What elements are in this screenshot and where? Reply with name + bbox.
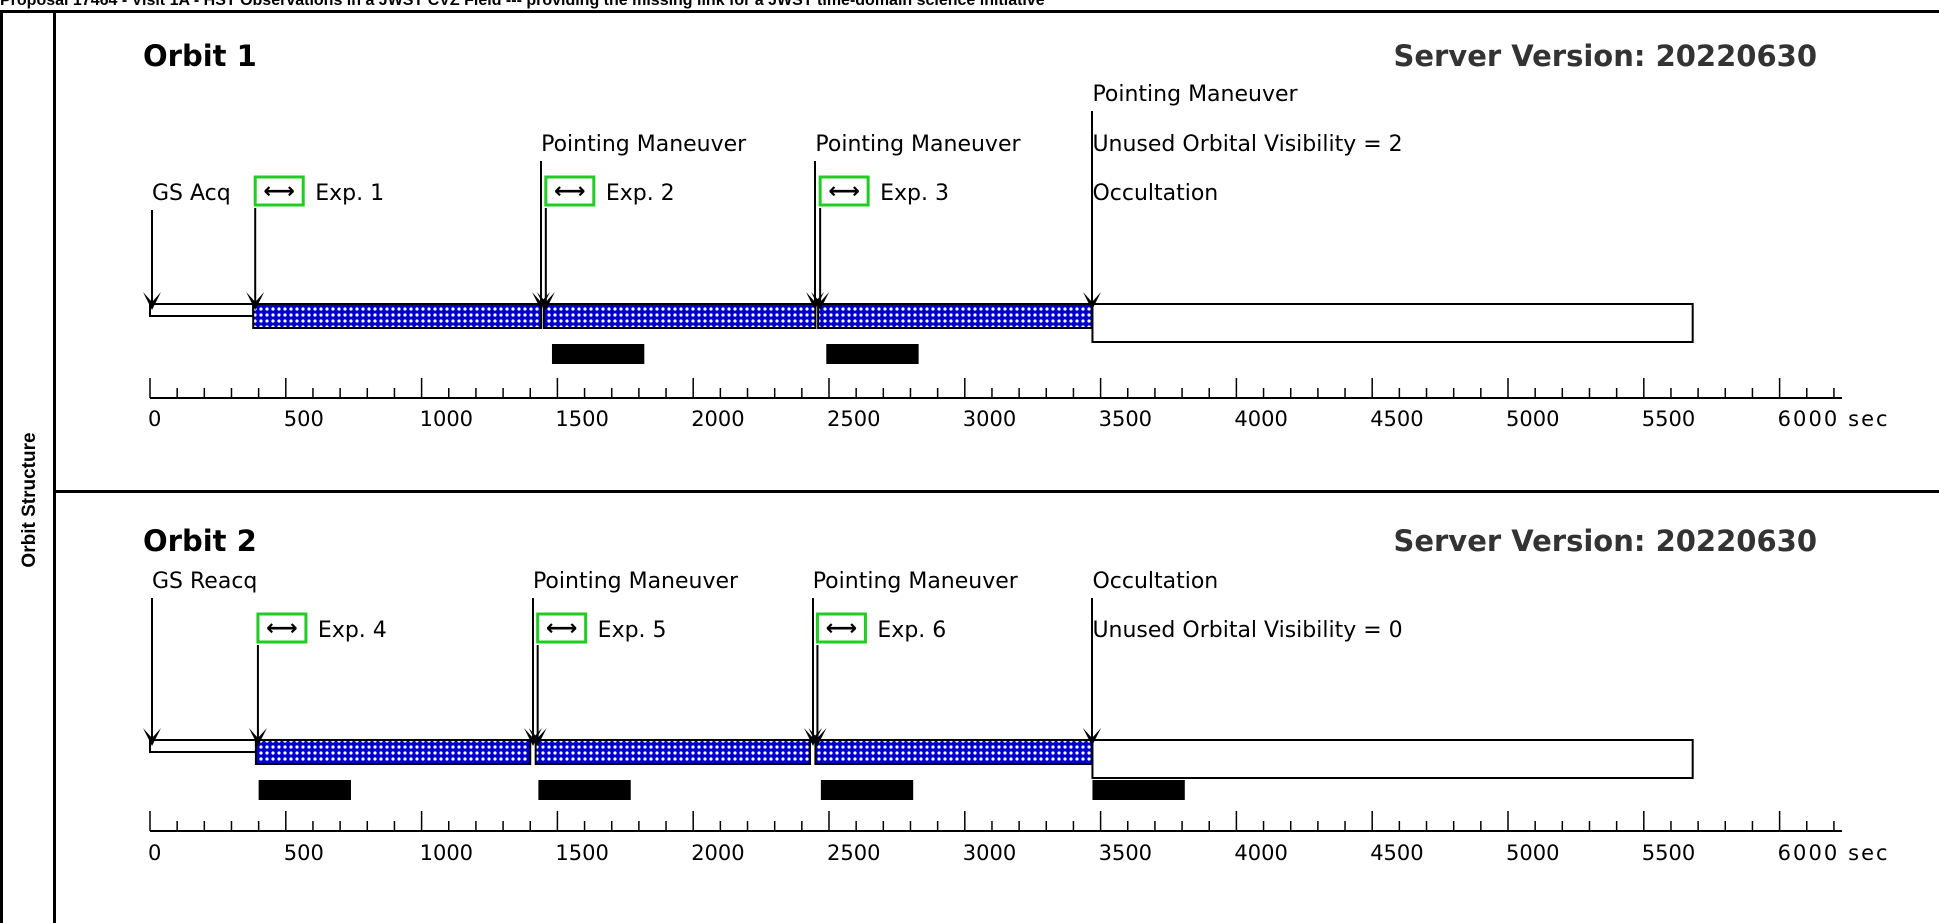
exposure-arrow-head — [811, 292, 830, 310]
exposure-icon-box — [818, 175, 870, 207]
server-version: Server Version: 20220630 — [1393, 39, 1817, 73]
exposure-icon-box — [536, 612, 588, 644]
exposure-icon-box — [253, 175, 305, 207]
segment-guide — [149, 303, 255, 317]
segment-occultation — [1091, 739, 1694, 779]
event-label: GS Acq — [152, 181, 231, 206]
segment-exposure — [252, 303, 543, 329]
side-column: Orbit Structure — [0, 10, 56, 923]
readout-bar — [551, 344, 645, 364]
tick-label: 1000 — [420, 407, 473, 431]
readout-bar — [1092, 780, 1185, 800]
event-label: Pointing Maneuver — [541, 132, 747, 157]
event-arrow-head — [806, 292, 824, 310]
expand-arrows-icon: ⟷ — [554, 179, 586, 204]
exposure-icon-box — [256, 612, 308, 644]
event-arrow-head — [524, 728, 542, 746]
tick-label: 4500 — [1370, 407, 1423, 431]
event-label: Pointing Maneuver — [813, 569, 1019, 594]
tick-label: 500 — [284, 841, 324, 865]
tick-label: 500 — [284, 407, 324, 431]
event-arrow-head — [532, 292, 550, 310]
readout-bar — [820, 780, 914, 800]
exposure-label: Exp. 4 — [318, 618, 387, 643]
tick-label: 1500 — [555, 407, 608, 431]
readout-bar — [826, 344, 919, 364]
event-arrow-head — [143, 728, 161, 746]
tick-label: 2000 — [691, 407, 744, 431]
tick-label: 4500 — [1370, 841, 1423, 865]
tick-label: 3500 — [1099, 407, 1152, 431]
tick-label: 5500 — [1642, 841, 1695, 865]
tick-label: 5000 — [1506, 841, 1559, 865]
tick-label: 2500 — [827, 407, 880, 431]
exposure-arrow-head — [248, 728, 267, 746]
segment-guide — [149, 739, 257, 753]
segment-exposure — [817, 303, 1094, 329]
tick-label: 1000 — [420, 841, 473, 865]
event-arrow-head — [1083, 728, 1101, 746]
tick-label: 3000 — [963, 841, 1016, 865]
exposure-arrow-head — [808, 728, 827, 746]
event-label: Pointing Maneuver — [1092, 82, 1298, 107]
exposure-arrow-head — [246, 292, 265, 310]
event-label: Occultation — [1092, 181, 1218, 206]
exposure-arrow-head — [528, 728, 547, 746]
event-label: GS Reacq — [152, 569, 257, 594]
segment-occultation — [1091, 303, 1694, 343]
orbit-2-panel: Orbit 2 Server Version: 20220630 GS Reacq P… — [143, 524, 1888, 865]
exposure-icon-box — [544, 175, 596, 207]
tick-label: 3000 — [963, 407, 1016, 431]
tick-label: 1500 — [555, 841, 608, 865]
event-arrow-head — [143, 292, 161, 310]
expand-arrows-icon: ⟷ — [826, 616, 858, 641]
exposure-icon-box — [815, 612, 867, 644]
readout-bar — [258, 780, 351, 800]
tick-label: 4000 — [1234, 841, 1287, 865]
tick-label: 0 — [148, 841, 161, 865]
tick-label: 5500 — [1642, 407, 1695, 431]
tick-label: 0 — [148, 407, 161, 431]
expand-arrows-icon: ⟷ — [828, 179, 860, 204]
expand-arrows-icon: ⟷ — [263, 179, 295, 204]
readout-bar — [538, 780, 631, 800]
exposure-label: Exp. 6 — [877, 618, 946, 643]
tick-label: 6000 sec — [1778, 407, 1888, 431]
orbit-divider — [56, 490, 1939, 493]
orbit-title: Orbit 1 — [143, 39, 257, 73]
tick-label: 4000 — [1234, 407, 1287, 431]
event-label: Pointing Maneuver — [815, 132, 1021, 157]
exposure-label: Exp. 5 — [598, 618, 667, 643]
event-label: Pointing Maneuver — [533, 569, 739, 594]
segment-exposure — [254, 739, 532, 765]
segment-exposure — [534, 739, 811, 765]
tick-label: 5000 — [1506, 407, 1559, 431]
exposure-label: Exp. 3 — [880, 181, 949, 206]
event-label: Unused Orbital Visibility = 0 — [1092, 618, 1402, 643]
event-label: Unused Orbital Visibility = 2 — [1092, 132, 1402, 157]
segment-exposure — [542, 303, 817, 329]
diagram-frame — [0, 10, 1939, 923]
orbit-title: Orbit 2 — [143, 524, 257, 558]
tick-label: 2500 — [827, 841, 880, 865]
exposure-label: Exp. 1 — [315, 181, 384, 206]
event-label: Occultation — [1092, 569, 1218, 594]
expand-arrows-icon: ⟷ — [266, 616, 298, 641]
orbit-1-panel: Orbit 1 Server Version: 20220630 GS Acq Poi… — [143, 39, 1888, 431]
segment-exposure — [814, 739, 1094, 765]
tick-label: 3500 — [1099, 841, 1152, 865]
page-title: Proposal 17464 - Visit 1A - HST Observat… — [0, 0, 1045, 9]
tick-label: 6000 sec — [1778, 841, 1888, 865]
server-version: Server Version: 20220630 — [1393, 524, 1817, 558]
event-arrow-head — [804, 728, 822, 746]
exposure-label: Exp. 2 — [606, 181, 675, 206]
expand-arrows-icon: ⟷ — [546, 616, 578, 641]
tick-label: 2000 — [691, 841, 744, 865]
exposure-arrow-head — [536, 292, 555, 310]
event-arrow-head — [1083, 292, 1101, 310]
